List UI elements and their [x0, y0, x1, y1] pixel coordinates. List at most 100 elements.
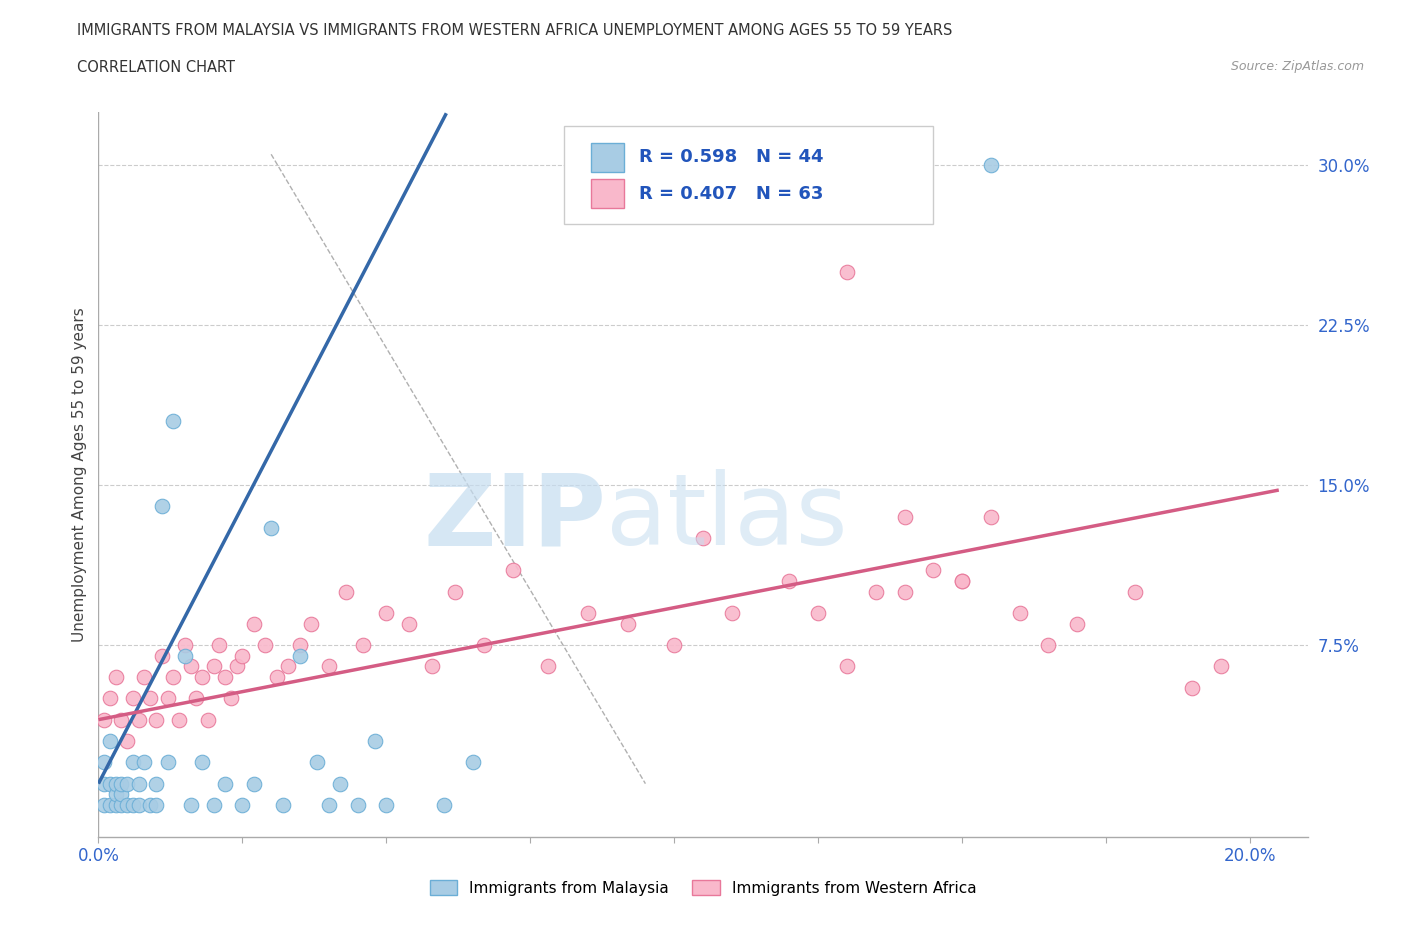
Point — [167, 712, 190, 727]
Point — [893, 510, 915, 525]
Point — [346, 798, 368, 813]
Point — [122, 755, 145, 770]
Point — [364, 734, 387, 749]
Point — [202, 658, 225, 673]
Text: R = 0.598   N = 44: R = 0.598 N = 44 — [638, 148, 824, 166]
Point — [335, 584, 357, 599]
Legend: Immigrants from Malaysia, Immigrants from Western Africa: Immigrants from Malaysia, Immigrants fro… — [423, 873, 983, 902]
Point — [156, 755, 179, 770]
Point — [461, 755, 484, 770]
Point — [202, 798, 225, 813]
Point — [150, 498, 173, 513]
Point — [1211, 658, 1233, 673]
Point — [375, 605, 398, 620]
Point — [231, 798, 253, 813]
Point — [664, 638, 686, 653]
Point — [98, 798, 121, 813]
Point — [156, 691, 179, 706]
Point — [93, 755, 115, 770]
Point — [150, 648, 173, 663]
Point — [208, 638, 231, 653]
Point — [1123, 584, 1146, 599]
Point — [173, 648, 195, 663]
Point — [1181, 680, 1204, 695]
Point — [266, 670, 288, 684]
Point — [617, 617, 640, 631]
Point — [444, 584, 467, 599]
Point — [865, 584, 887, 599]
Point — [104, 798, 127, 813]
Point — [352, 638, 374, 653]
Point — [398, 617, 420, 631]
Point — [104, 787, 127, 802]
Point — [122, 691, 145, 706]
Point — [93, 712, 115, 727]
Point — [472, 638, 495, 653]
Point — [950, 574, 973, 589]
Point — [93, 777, 115, 791]
Point — [536, 658, 558, 673]
Point — [260, 520, 283, 535]
Point — [115, 798, 138, 813]
Point — [318, 798, 340, 813]
Text: IMMIGRANTS FROM MALAYSIA VS IMMIGRANTS FROM WESTERN AFRICA UNEMPLOYMENT AMONG AG: IMMIGRANTS FROM MALAYSIA VS IMMIGRANTS F… — [77, 23, 953, 38]
Point — [98, 734, 121, 749]
Text: CORRELATION CHART: CORRELATION CHART — [77, 60, 235, 75]
Point — [122, 798, 145, 813]
Point — [128, 777, 150, 791]
Point — [288, 648, 311, 663]
Point — [145, 798, 167, 813]
Point — [98, 777, 121, 791]
Point — [288, 638, 311, 653]
FancyBboxPatch shape — [564, 126, 932, 224]
Point — [329, 777, 352, 791]
Point — [231, 648, 253, 663]
Point — [180, 798, 202, 813]
Point — [186, 691, 208, 706]
Point — [243, 617, 266, 631]
Point — [173, 638, 195, 653]
Point — [219, 691, 242, 706]
Point — [502, 563, 524, 578]
Point — [134, 670, 156, 684]
Point — [162, 670, 184, 684]
Point — [433, 798, 456, 813]
FancyBboxPatch shape — [591, 179, 624, 208]
Point — [191, 670, 214, 684]
Point — [139, 798, 162, 813]
Point — [134, 755, 156, 770]
Text: Source: ZipAtlas.com: Source: ZipAtlas.com — [1230, 60, 1364, 73]
Point — [139, 691, 162, 706]
Point — [778, 574, 800, 589]
Point — [145, 712, 167, 727]
Point — [307, 755, 329, 770]
Point — [254, 638, 277, 653]
Point — [104, 670, 127, 684]
Point — [1038, 638, 1060, 653]
Point — [93, 798, 115, 813]
Point — [197, 712, 219, 727]
FancyBboxPatch shape — [591, 143, 624, 172]
Point — [98, 691, 121, 706]
Point — [720, 605, 742, 620]
Point — [835, 264, 858, 279]
Point — [110, 712, 132, 727]
Point — [243, 777, 266, 791]
Point — [980, 510, 1002, 525]
Point — [225, 658, 247, 673]
Y-axis label: Unemployment Among Ages 55 to 59 years: Unemployment Among Ages 55 to 59 years — [72, 307, 87, 642]
Point — [301, 617, 323, 631]
Point — [950, 574, 973, 589]
Point — [214, 670, 236, 684]
Point — [1066, 617, 1088, 631]
Point — [214, 777, 236, 791]
Point — [191, 755, 214, 770]
Point — [110, 777, 132, 791]
Point — [893, 584, 915, 599]
Point — [980, 157, 1002, 172]
Point — [115, 734, 138, 749]
Text: R = 0.407   N = 63: R = 0.407 N = 63 — [638, 184, 824, 203]
Point — [271, 798, 294, 813]
Point — [180, 658, 202, 673]
Point — [807, 605, 830, 620]
